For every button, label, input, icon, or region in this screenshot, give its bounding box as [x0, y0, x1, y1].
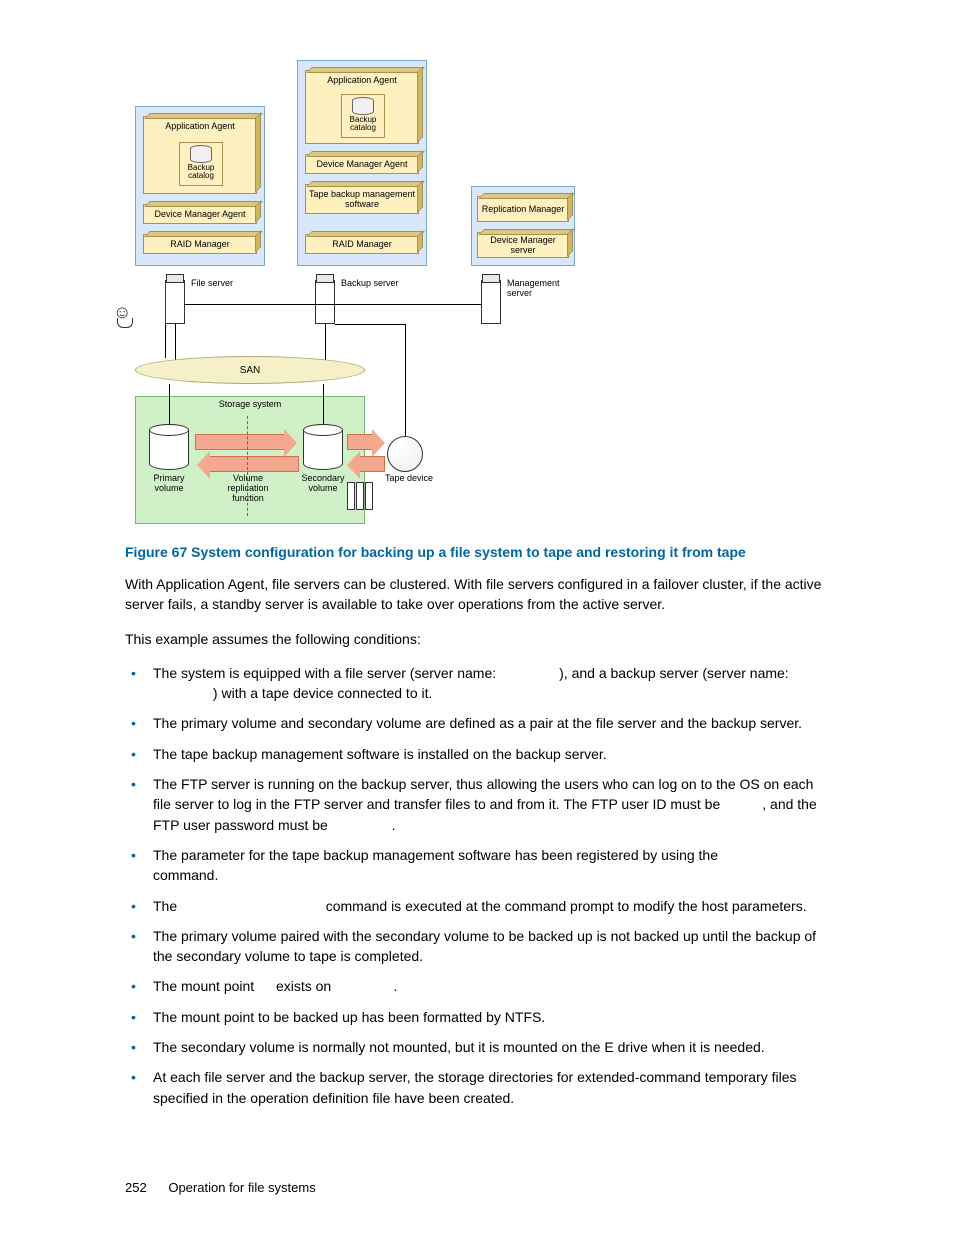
- bs-backup-catalog: Backup catalog: [341, 94, 385, 138]
- conn-line: [323, 384, 324, 424]
- net-line: [325, 324, 326, 362]
- conn-line: [405, 324, 406, 436]
- page-number: 252: [125, 1180, 147, 1195]
- condition-item: At each file server and the backup serve…: [153, 1067, 829, 1108]
- tape-device-label: Tape device: [379, 474, 439, 484]
- fs-catalog-label: Backup catalog: [180, 164, 222, 180]
- text: .: [393, 978, 397, 994]
- backup-server-icon: [315, 280, 335, 324]
- condition-item: The parameter for the tape backup manage…: [153, 845, 829, 886]
- tape-arrow-left: [359, 456, 385, 472]
- text: ) with a tape device connected to it.: [213, 685, 432, 701]
- condition-item: The mount point D: exists on FSServer.: [153, 976, 829, 996]
- user-body-icon: [117, 318, 133, 328]
- mgmt-server-icon: [481, 280, 501, 324]
- bs-catalog-label: Backup catalog: [342, 116, 384, 132]
- condition-item: The mount point to be backed up has been…: [153, 1007, 829, 1027]
- net-line: [175, 324, 176, 362]
- conditions-list: The system is equipped with a file serve…: [125, 663, 829, 1108]
- vrf-label: Volume replication function: [215, 474, 281, 504]
- intro-paragraph-1: With Application Agent, file servers can…: [125, 574, 829, 615]
- fs-device-mgr: Device Manager Agent: [143, 204, 257, 224]
- file-server-label: File server: [191, 278, 233, 288]
- condition-item: The secondary volume is normally not mou…: [153, 1037, 829, 1057]
- text: ), and a backup server (server name:: [559, 665, 789, 681]
- backup-server-label: Backup server: [341, 278, 399, 288]
- fs-raid-mgr: RAID Manager: [143, 234, 257, 254]
- ms-dm-server: Device Manager server: [477, 232, 569, 258]
- condition-item: The primary volume and secondary volume …: [153, 713, 829, 733]
- tape-arrow-right: [347, 434, 373, 450]
- text: The: [153, 898, 181, 914]
- conn-line: [169, 384, 170, 424]
- file-server-icon: [165, 280, 185, 324]
- cartridge-stack: [347, 482, 377, 512]
- text: The FTP server is running on the backup …: [153, 776, 813, 812]
- primary-vol-label: Primary volume: [139, 474, 199, 494]
- text: The system is equipped with a file serve…: [153, 665, 500, 681]
- replication-arrow-left: [209, 456, 299, 472]
- text: exists on: [272, 978, 335, 994]
- secondary-volume-cyl: [303, 424, 343, 470]
- conn-line: [335, 324, 405, 325]
- condition-item: The EX_DRM_HOST_DEF command is executed …: [153, 896, 829, 916]
- bs-tape-sw: Tape backup management software: [305, 184, 419, 214]
- net-line: [185, 304, 481, 305]
- text: command is executed at the command promp…: [322, 898, 807, 914]
- fs-backup-catalog: Backup catalog: [179, 142, 223, 186]
- page-footer: 252 Operation for file systems: [125, 1180, 316, 1195]
- text: The parameter for the tape backup manage…: [153, 847, 722, 863]
- primary-volume-cyl: [149, 424, 189, 470]
- catalog-cyl-icon: [190, 145, 212, 163]
- condition-item: The tape backup management software is i…: [153, 744, 829, 764]
- intro-paragraph-2: This example assumes the following condi…: [125, 629, 829, 649]
- bs-device-mgr: Device Manager Agent: [305, 154, 419, 174]
- ms-rep-mgr: Replication Manager: [477, 196, 569, 222]
- text: command.: [153, 867, 218, 883]
- san: SAN: [135, 356, 365, 384]
- catalog-cyl-icon: [352, 97, 374, 115]
- storage-label: Storage system: [205, 400, 295, 410]
- bs-raid-mgr: RAID Manager: [305, 234, 419, 254]
- conn-line: [165, 324, 166, 358]
- replication-arrow-right: [195, 434, 285, 450]
- condition-item: The system is equipped with a file serve…: [153, 663, 829, 704]
- tape-device-icon: [387, 436, 423, 472]
- footer-section: Operation for file systems: [168, 1180, 315, 1195]
- text: The mount point: [153, 978, 258, 994]
- mgmt-server-label: Management server: [507, 278, 577, 298]
- secondary-vol-label: Secondary volume: [293, 474, 353, 494]
- text: .: [392, 817, 396, 833]
- condition-item: The FTP server is running on the backup …: [153, 774, 829, 835]
- figure-caption: Figure 67 System configuration for backi…: [125, 544, 829, 560]
- system-config-diagram: Application Agent Backup catalog Device …: [125, 56, 605, 536]
- condition-item: The primary volume paired with the secon…: [153, 926, 829, 967]
